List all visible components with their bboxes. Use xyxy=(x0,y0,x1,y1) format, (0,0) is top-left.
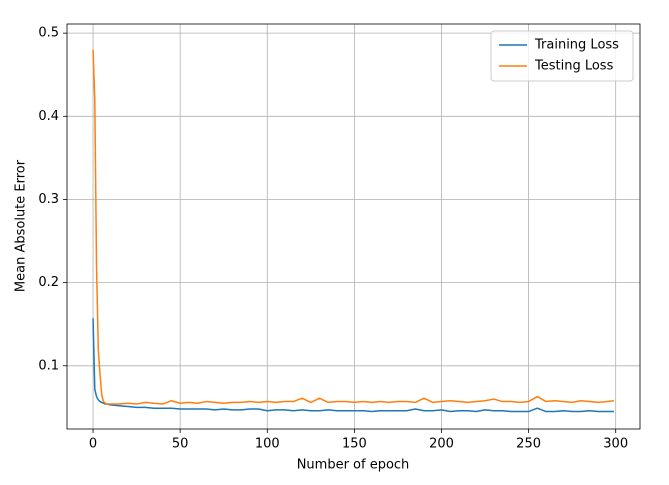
y-axis-label: Mean Absolute Error xyxy=(14,159,29,292)
y-tick-label: 0.5 xyxy=(38,26,59,41)
legend-label: Testing Loss xyxy=(534,59,614,74)
x-tick-label: 150 xyxy=(342,437,367,452)
x-tick-label: 50 xyxy=(172,437,189,452)
x-tick-label: 200 xyxy=(429,437,454,452)
plot-frame xyxy=(66,23,641,430)
legend-label: Training Loss xyxy=(534,38,619,53)
y-tick-label: 0.2 xyxy=(38,275,59,290)
legend-box xyxy=(490,30,634,82)
x-tick-label: 0 xyxy=(89,437,97,452)
x-tick-label: 250 xyxy=(516,437,541,452)
line-series xyxy=(92,318,614,413)
x-tick-label: 300 xyxy=(603,437,628,452)
y-tick-label: 0.1 xyxy=(38,358,59,373)
y-tick-label: 0.3 xyxy=(38,192,59,207)
x-axis-label: Number of epoch xyxy=(297,458,410,473)
x-tick-label: 100 xyxy=(255,437,280,452)
line-series xyxy=(92,49,615,405)
y-tick-label: 0.4 xyxy=(38,109,59,124)
